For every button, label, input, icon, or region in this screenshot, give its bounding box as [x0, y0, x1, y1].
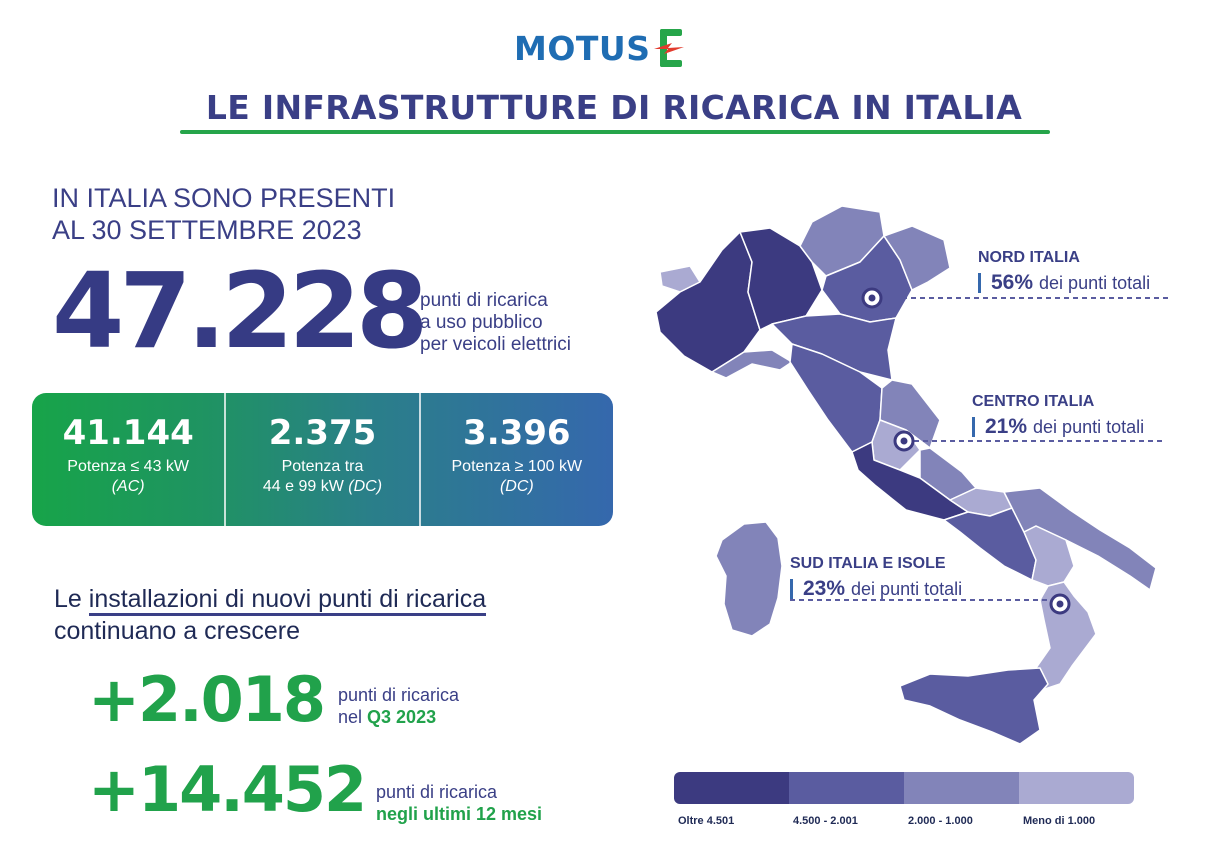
stat-dc-medium: 2.375 Potenza tra 44 e 99 kW (DC)	[224, 393, 418, 526]
total-desc-line-3: per veicoli elettrici	[420, 334, 571, 355]
q3-growth-desc: punti di ricarica nel Q3 2023	[338, 684, 459, 728]
growth-subheading: continuano a crescere	[54, 617, 300, 645]
sud-desc: dei punti totali	[851, 578, 963, 599]
stat-ac: 41.144 Potenza ≤ 43 kW (AC)	[32, 393, 224, 526]
map-legend	[674, 772, 1134, 804]
legend-swatch-3	[904, 772, 1019, 804]
q3-period: Q3 2023	[367, 707, 437, 727]
total-desc-line-1: punti di ricarica	[420, 290, 548, 311]
nord-title: NORD ITALIA	[978, 249, 1080, 266]
stat-dc-high-label: Potenza ≥ 100 kW	[451, 458, 583, 475]
region-marche	[879, 379, 941, 449]
stat-dc-medium-sub: (DC)	[348, 478, 383, 495]
logo-text: MOTUS	[514, 28, 651, 68]
title-underline	[180, 130, 1050, 134]
nord-percent: 56%	[991, 271, 1034, 294]
legend-swatch-2	[789, 772, 904, 804]
intro-line-1: IN ITALIA SONO PRESENTI	[52, 183, 396, 213]
intro-text: IN ITALIA SONO PRESENTI AL 30 SETTEMBRE …	[52, 182, 395, 246]
year-growth-value: +14.452	[88, 753, 367, 826]
growth-highlight: installazioni di nuovi punti di ricarica	[88, 585, 487, 616]
year-growth-desc: punti di ricarica negli ultimi 12 mesi	[376, 781, 542, 825]
centro-percent: 21%	[985, 415, 1028, 438]
marker-sud-icon	[1049, 593, 1071, 615]
nord-bar	[978, 273, 981, 293]
stat-dc-medium-label: Potenza tra	[281, 458, 364, 475]
legend-label-3: 2.000 - 1.000	[908, 815, 973, 827]
sud-percent: 23%	[803, 577, 846, 600]
power-stats-box: 41.144 Potenza ≤ 43 kW (AC) 2.375 Potenz…	[32, 393, 613, 526]
logo-e-icon	[654, 29, 685, 67]
q3-growth-value: +2.018	[88, 663, 326, 736]
stat-ac-value: 41.144	[62, 413, 194, 453]
legend-label-4: Meno di 1.000	[1023, 815, 1096, 827]
legend-swatch-4	[1019, 772, 1134, 804]
total-desc-line-2: a uso pubblico	[420, 312, 543, 333]
q3-desc-prefix: nel	[338, 707, 368, 727]
legend-label-2: 4.500 - 2.001	[793, 815, 858, 827]
stat-dc-medium-range-text: 44 e 99 kW	[262, 478, 344, 495]
nord-desc: dei punti totali	[1039, 272, 1151, 293]
legend-label-1: Oltre 4.501	[678, 815, 735, 827]
stat-dc-high-sub: (DC)	[499, 478, 534, 495]
sud-stat: 23% dei punti totali	[790, 577, 962, 601]
stat-dc-high-value: 3.396	[463, 413, 571, 453]
label-centro-italia: CENTRO ITALIA 21% dei punti totali	[972, 392, 1144, 439]
motus-e-logo: MOTUS	[514, 26, 688, 70]
q3-desc-line-2: nel Q3 2023	[338, 706, 459, 728]
nord-stat: 56% dei punti totali	[978, 271, 1150, 295]
region-liguria	[711, 349, 793, 379]
year-period: negli ultimi 12 mesi	[376, 804, 543, 824]
region-sicilia	[899, 667, 1049, 745]
q3-desc-line-1: punti di ricarica	[338, 685, 460, 705]
region-friuli	[883, 225, 951, 291]
total-charging-points: 47.228	[52, 250, 428, 372]
centro-bar	[972, 417, 975, 437]
sud-bar	[790, 579, 793, 599]
label-nord-italia: NORD ITALIA 56% dei punti totali	[978, 248, 1150, 295]
growth-heading: Le installazioni di nuovi punti di ricar…	[54, 584, 487, 616]
stat-ac-sub: (AC)	[111, 478, 145, 495]
stat-dc-medium-value: 2.375	[268, 413, 377, 453]
stat-dc-medium-range: 44 e 99 kW (DC)	[263, 477, 382, 497]
stat-ac-label: Potenza ≤ 43 kW	[67, 458, 190, 475]
page-title: LE INFRASTRUTTURE DI RICARICA IN ITALIA	[205, 88, 1023, 127]
region-veneto	[821, 235, 913, 323]
sud-title: SUD ITALIA E ISOLE	[790, 555, 946, 572]
intro-line-2: AL 30 SETTEMBRE 2023	[52, 215, 362, 245]
italy-map	[655, 205, 1170, 745]
centro-desc: dei punti totali	[1033, 416, 1145, 437]
marker-centro-icon	[893, 430, 915, 452]
region-sardegna	[715, 521, 783, 637]
region-piemonte	[655, 231, 761, 373]
stat-dc-high: 3.396 Potenza ≥ 100 kW (DC)	[418, 393, 613, 526]
marker-nord-icon	[861, 287, 883, 309]
growth-prefix: Le	[54, 585, 89, 613]
legend-swatch-1	[674, 772, 789, 804]
centro-title: CENTRO ITALIA	[972, 393, 1095, 410]
year-desc-line-1: punti di ricarica	[376, 782, 498, 802]
legend-labels: Oltre 4.501 4.500 - 2.001 2.000 - 1.000 …	[674, 815, 1134, 827]
label-sud-italia: SUD ITALIA E ISOLE 23% dei punti totali	[790, 554, 962, 601]
total-description: punti di ricarica a uso pubblico per vei…	[420, 290, 571, 356]
centro-stat: 21% dei punti totali	[972, 415, 1144, 439]
